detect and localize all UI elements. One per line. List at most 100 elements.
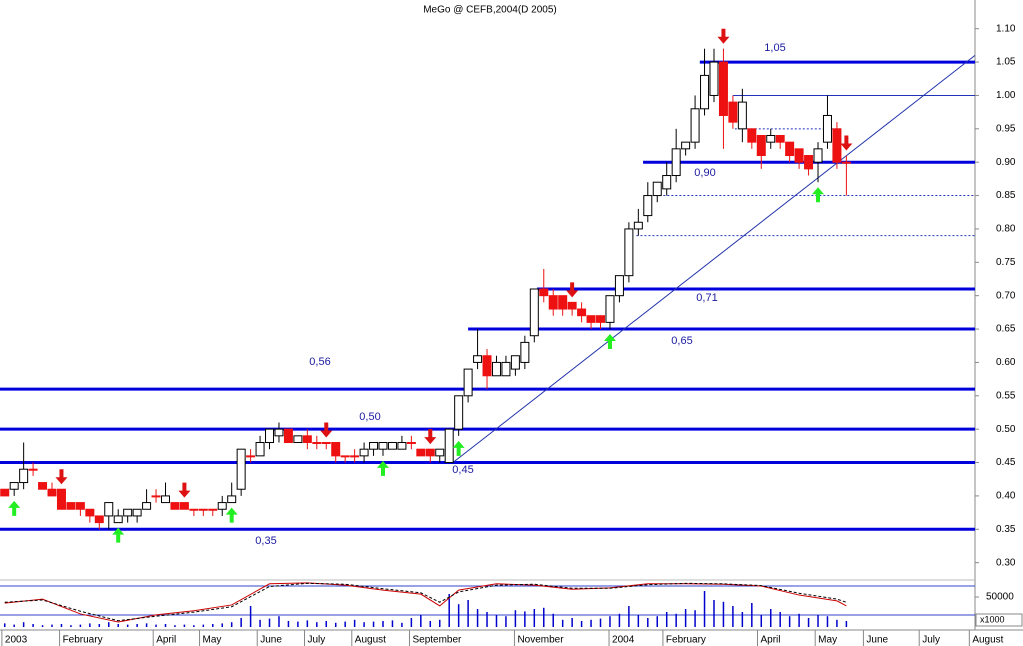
candle-body xyxy=(804,155,814,170)
candle-body xyxy=(690,108,700,143)
candle-body xyxy=(671,148,681,177)
candle-body xyxy=(624,228,634,277)
candle-body xyxy=(66,502,76,510)
candle-body xyxy=(614,275,624,297)
x-tick-label: April xyxy=(760,635,780,646)
candle-body xyxy=(274,428,284,437)
candle-body xyxy=(47,488,57,497)
candle-body xyxy=(350,455,360,458)
candle-body xyxy=(38,482,48,490)
candle-body xyxy=(435,448,445,457)
x-tick-label: September xyxy=(412,635,462,646)
candle-body xyxy=(454,395,464,430)
candle-body xyxy=(633,221,643,230)
candle-body xyxy=(113,515,123,524)
buy-arrow xyxy=(377,460,390,476)
y-tick-label: 0.55 xyxy=(996,390,1016,401)
candle-body xyxy=(85,508,95,517)
candle-body xyxy=(179,502,189,510)
candle-body xyxy=(265,428,275,444)
candle-body xyxy=(236,448,246,490)
y-tick-label: 0.75 xyxy=(996,257,1016,268)
buy-arrow xyxy=(452,440,465,456)
candle-body xyxy=(577,308,587,317)
candle-body xyxy=(841,161,851,164)
candle-body xyxy=(520,341,530,363)
sell-arrow xyxy=(566,282,579,298)
sell-arrow xyxy=(840,135,853,151)
candle-body xyxy=(425,448,435,457)
candle-body xyxy=(9,482,19,490)
trendline xyxy=(452,55,976,463)
x-tick-label: November xyxy=(517,635,564,646)
x-tick-label: June xyxy=(866,635,888,646)
y-tick-label: 0.60 xyxy=(996,357,1016,368)
candle-body xyxy=(718,61,728,116)
level-label: 1,05 xyxy=(764,42,785,54)
candle-body xyxy=(596,315,606,323)
candle-body xyxy=(331,442,341,457)
candle-body xyxy=(246,455,256,458)
buy-arrow xyxy=(812,187,825,203)
x-tick-label: April xyxy=(156,635,176,646)
chart-title: MeGo @ CEFB,2004(D 2005) xyxy=(423,5,557,16)
candle-body xyxy=(132,508,142,517)
candle-body xyxy=(170,502,180,510)
candle-body xyxy=(416,448,426,457)
candle-body xyxy=(255,442,265,457)
y-tick-label: 0.85 xyxy=(996,190,1016,201)
unit-label: x1000 xyxy=(980,614,1005,624)
x-tick-label: May xyxy=(818,635,837,646)
y-tick-label: 1.05 xyxy=(996,57,1016,68)
candle-body xyxy=(643,195,653,217)
candle-body xyxy=(123,508,133,517)
candle-body xyxy=(539,288,549,297)
candle-body xyxy=(529,288,539,337)
level-label: 0,35 xyxy=(255,535,276,547)
x-tick-label: May xyxy=(203,635,222,646)
candle-body xyxy=(567,301,577,310)
candle-body xyxy=(813,148,823,163)
y-tick-label: 0.45 xyxy=(996,457,1016,468)
candle-body xyxy=(709,61,719,96)
unit-box xyxy=(975,613,1023,627)
y-tick-label: 0.90 xyxy=(996,157,1016,168)
y-tick-label: 0.30 xyxy=(996,557,1016,568)
x-tick-label: February xyxy=(666,635,706,646)
x-tick-label: 2003 xyxy=(5,635,28,646)
candle-body xyxy=(444,428,454,464)
candle-body xyxy=(142,502,152,510)
candle-body xyxy=(302,435,312,444)
candle-body xyxy=(0,488,10,497)
y-tick-label: 0.35 xyxy=(996,524,1016,535)
candle-body xyxy=(293,435,303,444)
candle-body xyxy=(387,442,397,450)
sell-arrow xyxy=(178,482,191,498)
candle-body xyxy=(794,148,804,163)
y-tick-label: 1.00 xyxy=(996,90,1016,101)
x-tick-label: July xyxy=(922,635,940,646)
level-label: 0,90 xyxy=(694,167,715,179)
candle-body xyxy=(482,355,492,377)
candle-body xyxy=(662,175,672,190)
candle-body xyxy=(369,442,379,450)
level-label: 0,45 xyxy=(452,464,473,476)
y-tick-label: 1.10 xyxy=(996,23,1016,34)
level-label: 0,56 xyxy=(309,356,330,368)
candle-body xyxy=(586,315,596,323)
candle-body xyxy=(312,442,322,445)
candle-body xyxy=(548,295,558,310)
oscillator-line xyxy=(4,582,847,622)
candle-body xyxy=(208,508,218,511)
candle-body xyxy=(501,361,511,377)
y-tick-label: 0.65 xyxy=(996,324,1016,335)
candle-body xyxy=(558,295,568,310)
oscillator-line xyxy=(4,582,847,623)
candle-body xyxy=(832,128,842,163)
candle-body xyxy=(189,508,199,511)
candle-body xyxy=(104,502,114,517)
candle-body xyxy=(217,502,227,510)
